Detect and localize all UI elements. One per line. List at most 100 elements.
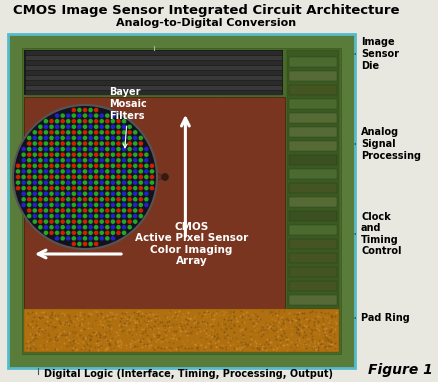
Circle shape [49,208,54,213]
Circle shape [122,180,127,185]
Circle shape [77,236,82,241]
Circle shape [105,197,110,202]
Bar [289,85,337,95]
Circle shape [116,225,121,230]
Circle shape [99,191,104,196]
Circle shape [15,163,21,168]
Circle shape [133,186,138,191]
Circle shape [66,225,71,230]
Circle shape [105,214,110,219]
Circle shape [66,136,71,141]
Bar [289,113,337,123]
Circle shape [94,214,99,219]
Circle shape [138,197,143,202]
Circle shape [110,141,115,146]
Circle shape [66,124,71,129]
Circle shape [71,197,76,202]
Circle shape [127,197,132,202]
Circle shape [110,186,115,191]
Circle shape [105,163,110,168]
Circle shape [15,169,21,174]
Circle shape [27,186,32,191]
Circle shape [43,191,49,196]
Circle shape [60,230,65,235]
Circle shape [138,158,143,163]
Circle shape [110,225,115,230]
Circle shape [116,130,121,135]
Circle shape [116,202,121,207]
Circle shape [105,202,110,207]
Circle shape [66,163,71,168]
Circle shape [116,208,121,213]
Circle shape [55,152,60,157]
Circle shape [105,130,110,135]
Circle shape [49,214,54,219]
Text: CMOS Image Sensor Integrated Circuit Architecture: CMOS Image Sensor Integrated Circuit Arc… [13,4,399,17]
Circle shape [77,113,82,118]
Circle shape [82,108,88,113]
Circle shape [60,141,65,146]
Circle shape [127,202,132,207]
Circle shape [122,158,127,163]
Circle shape [82,141,88,146]
Circle shape [105,186,110,191]
Circle shape [138,141,143,146]
Bar [289,211,337,221]
Circle shape [43,202,49,207]
Circle shape [105,152,110,157]
Circle shape [66,197,71,202]
Circle shape [127,124,132,129]
Circle shape [49,169,54,174]
Circle shape [43,163,49,168]
Circle shape [94,130,99,135]
Circle shape [116,124,121,129]
Circle shape [82,208,88,213]
Circle shape [43,219,49,224]
Circle shape [94,169,99,174]
Circle shape [43,180,49,185]
Circle shape [99,141,104,146]
Circle shape [127,163,132,168]
Circle shape [43,119,49,124]
Circle shape [94,136,99,141]
Circle shape [43,136,49,141]
Circle shape [21,175,26,180]
Circle shape [99,130,104,135]
Circle shape [60,202,65,207]
Circle shape [122,191,127,196]
Circle shape [21,169,26,174]
Circle shape [60,163,65,168]
Circle shape [43,197,49,202]
Circle shape [60,169,65,174]
Circle shape [43,175,49,180]
Circle shape [138,136,143,141]
Circle shape [144,158,149,163]
Circle shape [138,175,143,180]
Circle shape [99,124,104,129]
Circle shape [138,147,143,152]
Circle shape [94,208,99,213]
Circle shape [32,141,37,146]
Circle shape [88,175,93,180]
Circle shape [88,214,93,219]
Circle shape [94,108,99,113]
Circle shape [32,180,37,185]
Circle shape [122,208,127,213]
Circle shape [60,136,65,141]
Circle shape [43,124,49,129]
Circle shape [27,175,32,180]
Circle shape [82,230,88,235]
Circle shape [116,230,121,235]
Circle shape [77,186,82,191]
Circle shape [116,191,121,196]
Bar [289,57,337,67]
Circle shape [88,202,93,207]
Circle shape [88,130,93,135]
Circle shape [94,119,99,124]
Circle shape [77,108,82,113]
Circle shape [82,130,88,135]
Circle shape [94,158,99,163]
Circle shape [71,214,76,219]
Circle shape [27,147,32,152]
Circle shape [122,124,127,129]
